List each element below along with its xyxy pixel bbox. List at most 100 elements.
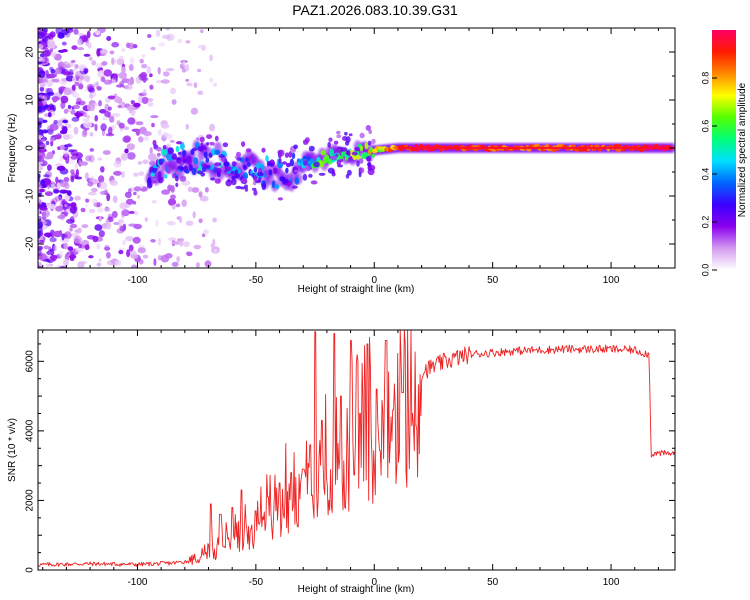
noise-blob (157, 129, 163, 136)
noise-blob (46, 251, 55, 255)
noise-blob (111, 57, 115, 66)
noise-blob (95, 30, 101, 36)
noise-blob (59, 77, 68, 86)
spectrogram-signal-ridge (145, 125, 675, 201)
noise-blob (116, 58, 125, 66)
noise-blob (185, 78, 190, 82)
noise-blob (43, 28, 48, 33)
noise-blob (197, 44, 207, 49)
noise-blob (185, 64, 190, 72)
noise-blob (115, 84, 125, 88)
noise-blob (73, 126, 79, 135)
ridge-scatter (288, 151, 293, 158)
noise-blob (139, 58, 144, 64)
ridge-scatter (235, 185, 242, 190)
spectrogram-x-ticks: -100 -50 0 50 100 (42, 28, 659, 286)
noise-blob (74, 64, 79, 69)
noise-blob (111, 41, 120, 48)
noise-blob (166, 33, 175, 41)
noise-blob (38, 221, 44, 229)
noise-blob (106, 251, 111, 259)
snr-y-tick-label: 0 (25, 567, 36, 573)
ridge-blob (253, 166, 258, 173)
noise-blob (38, 188, 46, 193)
ridge-scatter (308, 145, 315, 152)
ridge-scatter (277, 197, 283, 201)
noise-blob (53, 230, 62, 238)
noise-blob (70, 175, 75, 183)
noise-blob (74, 112, 83, 117)
ridge-scatter (345, 136, 351, 143)
noise-blob (93, 82, 100, 88)
ridge-scatter (327, 141, 332, 148)
noise-blob (96, 202, 101, 208)
noise-blob (167, 198, 177, 206)
noise-blob (40, 179, 45, 187)
noise-blob (151, 200, 157, 204)
noise-blob (135, 130, 141, 136)
noise-blob (212, 217, 217, 223)
noise-blob (179, 216, 183, 224)
ridge-blob (185, 169, 190, 174)
noise-blob (89, 132, 94, 137)
noise-blob (70, 202, 77, 208)
ridge-scatter (214, 162, 222, 167)
noise-blob (50, 78, 60, 83)
ridge-scatter (223, 161, 230, 167)
noise-blob (50, 69, 56, 74)
ridge-scatter (293, 169, 299, 174)
noise-blob (130, 100, 135, 105)
ridge-scatter (206, 142, 210, 146)
noise-blob (70, 60, 76, 63)
noise-blob (48, 263, 54, 267)
ridge-blob (182, 149, 187, 157)
noise-blob (142, 88, 147, 97)
spectrogram-y-tick-label: 10 (25, 94, 36, 106)
noise-blob (43, 245, 50, 250)
noise-blob (39, 86, 45, 92)
noise-blob (68, 69, 74, 75)
ridge-scatter (348, 133, 353, 137)
noise-blob (185, 220, 194, 226)
ridge-scatter (215, 167, 222, 174)
noise-blob (96, 243, 101, 250)
ridge-scatter (366, 155, 372, 162)
ridge-scatter (304, 167, 309, 171)
noise-blob (146, 66, 151, 74)
ridge-scatter (234, 169, 238, 174)
noise-blob (53, 189, 60, 194)
noise-blob (42, 38, 49, 42)
ridge-blob (294, 177, 300, 185)
ridge-blob (268, 169, 273, 176)
noise-blob (78, 83, 84, 90)
noise-blob (38, 192, 41, 197)
noise-blob (38, 230, 41, 239)
noise-blob (50, 254, 58, 261)
noise-blob (74, 81, 80, 86)
noise-blob (79, 75, 85, 80)
noise-blob (45, 140, 50, 146)
noise-blob (55, 28, 64, 35)
ridge-scatter (222, 142, 229, 148)
noise-blob (149, 73, 153, 78)
noise-blob (109, 179, 119, 186)
noise-blob (75, 75, 80, 80)
noise-blob (42, 209, 50, 218)
noise-blob (137, 161, 143, 165)
ridge-scatter (331, 172, 336, 177)
noise-blob (53, 119, 58, 125)
noise-blob (209, 123, 216, 132)
noise-blob (153, 258, 157, 266)
noise-blob (60, 95, 69, 104)
noise-blob (38, 265, 43, 268)
ridge-scatter (367, 140, 372, 146)
noise-blob (69, 254, 77, 259)
ridge-scatter (368, 164, 376, 171)
ridge-blob (319, 160, 325, 168)
noise-blob (84, 203, 89, 208)
ridge-scatter (351, 151, 358, 156)
ridge-blob (286, 162, 291, 168)
noise-blob (86, 30, 91, 39)
ridge-scatter (302, 173, 308, 181)
noise-blob (47, 164, 52, 172)
